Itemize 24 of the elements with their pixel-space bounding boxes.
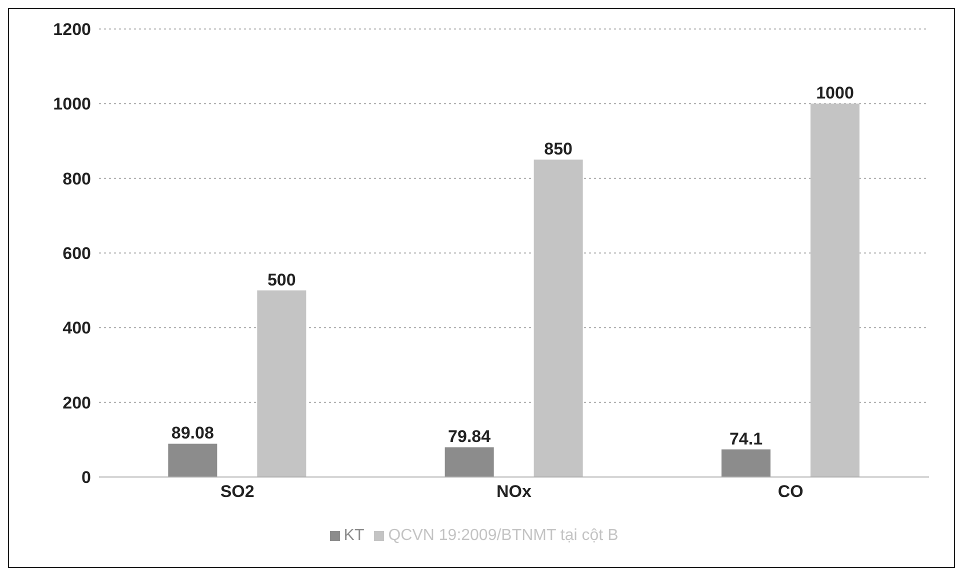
data-label: 1000 xyxy=(816,84,854,103)
x-tick-label: NOx xyxy=(496,482,532,502)
data-label: 74.1 xyxy=(729,429,763,448)
x-tick-label: CO xyxy=(778,482,804,502)
bar xyxy=(534,160,583,477)
y-tick-label: 600 xyxy=(62,244,91,264)
legend-label: KT xyxy=(344,527,364,544)
legend-label: QCVN 19:2009/BTNMT tại cột B xyxy=(388,527,618,544)
x-tick-label: SO2 xyxy=(220,482,254,502)
bar xyxy=(722,449,770,477)
bar xyxy=(257,290,306,477)
y-tick-label: 1200 xyxy=(53,20,91,40)
data-label: 79.84 xyxy=(448,427,492,446)
y-tick-label: 800 xyxy=(62,169,91,188)
y-tick-label: 200 xyxy=(62,393,91,412)
data-label: 89.08 xyxy=(171,424,214,443)
data-label: 500 xyxy=(267,270,296,290)
data-label: 850 xyxy=(544,140,573,159)
bar xyxy=(810,104,860,477)
bar xyxy=(444,447,494,477)
bar xyxy=(168,444,218,477)
y-tick-label: 0 xyxy=(82,468,91,488)
y-tick-label: 1000 xyxy=(53,94,91,114)
y-tick-label: 400 xyxy=(62,318,91,338)
